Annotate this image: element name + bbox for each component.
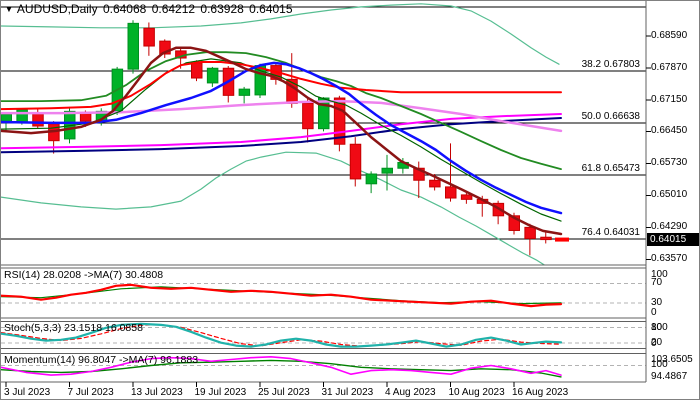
momentum-panel	[1, 355, 646, 378]
stoch-axis-label: 20	[651, 337, 663, 349]
rsi-axis-label: 0	[651, 307, 657, 318]
date-label: 25 Jul 2023	[258, 387, 310, 398]
date-label: 10 Aug 2023	[448, 387, 505, 398]
date-label: 3 Jul 2023	[4, 387, 51, 398]
quote-close: 0.64015	[249, 2, 293, 16]
rsi-axis-label: 30	[651, 297, 663, 309]
price-axis-label: 0.68590	[651, 30, 688, 42]
fib-label: 50.0 0.66638	[581, 111, 640, 122]
quote-line: ▼ AUDUSD,Daily 0.64068 0.64212 0.63928 0.…	[5, 3, 295, 16]
momentum-title: Momentum(14) 96.8047 ->MA(7) 96.1883	[4, 353, 199, 366]
price-axis-label: 0.65010	[651, 189, 688, 201]
date-label: 4 Aug 2023	[385, 387, 436, 398]
rsi-title: RSI(14) 28.0208 ->MA(7) 30.4808	[4, 268, 164, 281]
date-label: 31 Jul 2023	[321, 387, 374, 398]
momentum-axis-label: 100	[651, 359, 668, 371]
price-axis-label: 0.67150	[651, 94, 688, 106]
date-label: 19 Jul 2023	[194, 387, 247, 398]
price-axis-label: 0.64290	[651, 221, 688, 233]
symbol-period-label: AUDUSD,Daily	[16, 2, 98, 16]
stoch-title: Stoch(5,3,3) 23.1518 16.0858	[4, 321, 143, 334]
fib-label: 61.8 0.65473	[581, 162, 640, 174]
quote-open: 0.64068	[102, 2, 147, 16]
rsi-axis-label: 70	[651, 277, 663, 289]
price-axis-label: 0.63570	[651, 253, 688, 265]
momentum-axis-label: 94.4867	[651, 371, 688, 382]
stoch-axis-label: 100	[651, 321, 668, 333]
stoch-axis-label: 0	[651, 337, 657, 349]
fib-label: 76.4 0.64031	[581, 226, 640, 238]
chevron-down-icon[interactable]: ▼	[5, 5, 13, 14]
price-axis-label: 0.65730	[651, 157, 688, 169]
candles	[1, 20, 552, 256]
stoch-axis-label: 80	[651, 321, 663, 333]
momentum-axis-label: 103.6505	[651, 354, 693, 365]
date-label: 16 Aug 2023	[512, 387, 569, 398]
current-price-badge: 0.64015	[647, 233, 699, 247]
fib-label: 38.2 0.67803	[581, 59, 640, 71]
stoch-panel	[1, 322, 646, 348]
price-axis-label: 0.67870	[651, 62, 688, 74]
price-axis-label: 0.66450	[651, 125, 688, 137]
quote-low: 0.63928	[200, 2, 244, 16]
date-label: 13 Jul 2023	[131, 387, 183, 398]
main-panel	[1, 3, 646, 265]
quote-high: 0.64212	[151, 2, 196, 16]
date-label: 7 Jul 2023	[67, 387, 114, 398]
rsi-panel	[1, 282, 646, 308]
rsi-axis-label: 100	[651, 269, 668, 280]
